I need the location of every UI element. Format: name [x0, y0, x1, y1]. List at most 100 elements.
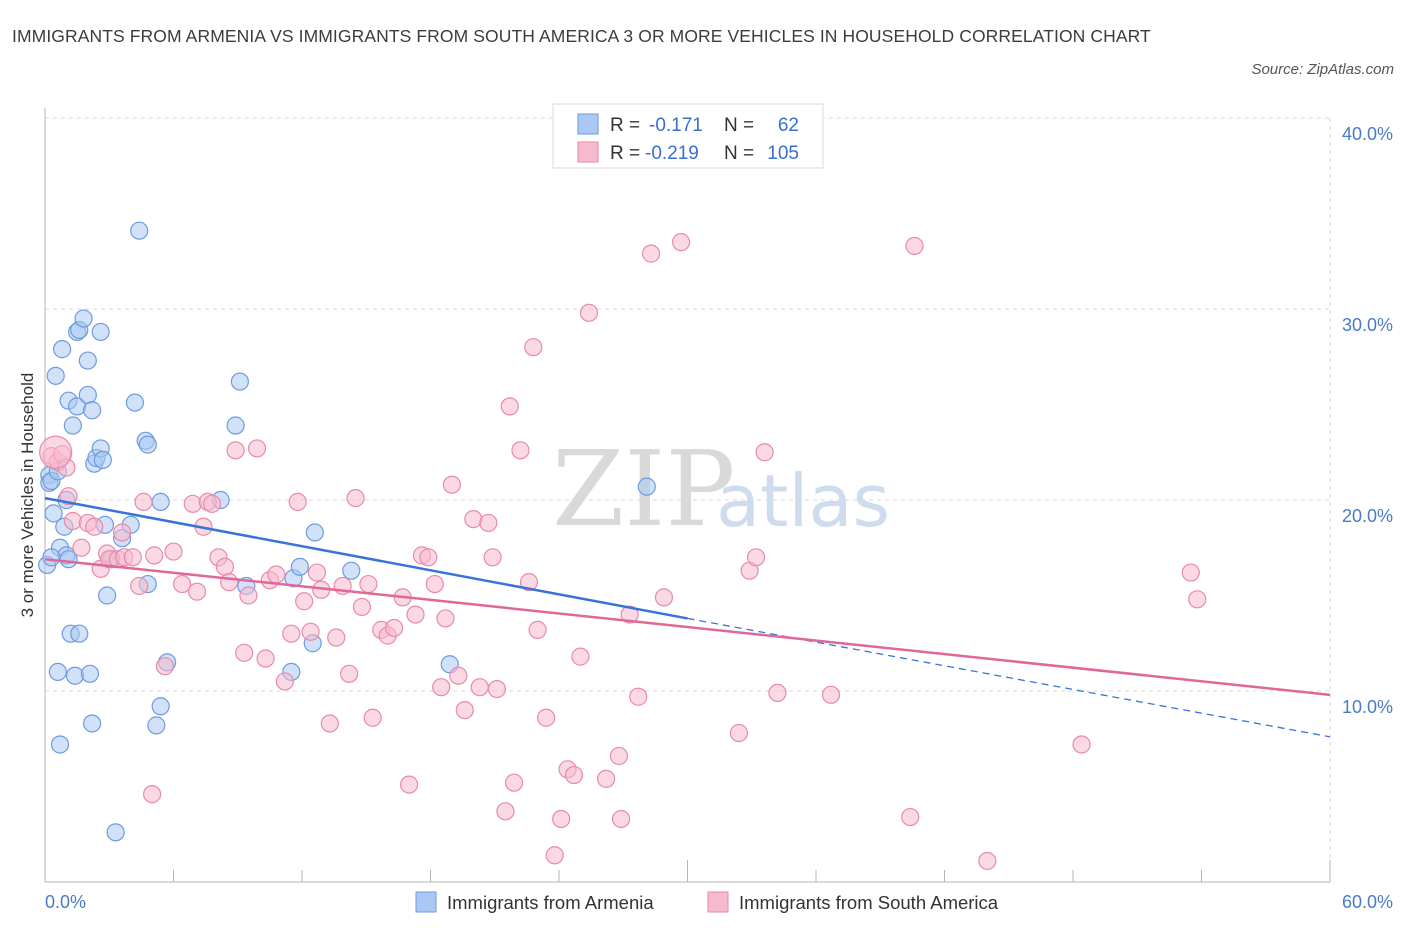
series-south-america-points [39, 233, 1207, 871]
data-point [91, 322, 110, 342]
data-point [629, 687, 648, 706]
data-point [106, 823, 125, 842]
series-legend-swatch-armenia [415, 891, 437, 913]
data-point [821, 685, 841, 704]
legend-n-label-south-america: N = [724, 143, 754, 164]
data-point [151, 492, 170, 512]
data-point [500, 397, 519, 416]
data-point [346, 488, 365, 508]
data-point [85, 517, 104, 536]
data-point [151, 697, 170, 716]
data-point [384, 618, 404, 638]
data-point [63, 416, 82, 435]
data-point [905, 236, 924, 256]
data-point [425, 574, 444, 594]
data-point [202, 494, 222, 513]
axes [44, 108, 1331, 883]
data-point [978, 851, 997, 871]
data-point [112, 523, 132, 542]
data-point [288, 492, 307, 512]
data-point-cluster [39, 435, 73, 469]
data-point [729, 723, 749, 743]
data-point [359, 574, 378, 594]
data-point [524, 338, 543, 357]
data-point [654, 588, 674, 607]
data-point [123, 548, 142, 567]
data-point [48, 662, 67, 682]
data-point [305, 523, 324, 542]
data-point [83, 401, 102, 420]
data-point [1072, 735, 1091, 754]
data-point [479, 513, 498, 533]
x-tick-labels: 0.0% 60.0% [45, 892, 1393, 912]
data-point [83, 714, 102, 733]
data-point [537, 708, 556, 727]
series-legend-label-armenia: Immigrants from Armenia [447, 892, 654, 913]
data-point [641, 244, 661, 263]
data-point [183, 494, 202, 513]
data-point [282, 624, 301, 643]
data-point [579, 303, 599, 322]
data-point [239, 586, 258, 605]
data-point [50, 735, 70, 754]
data-point [432, 678, 451, 697]
trend-lines [44, 496, 1331, 738]
data-point [172, 574, 192, 594]
data-point [247, 439, 267, 458]
data-point [70, 624, 89, 643]
data-point [597, 769, 616, 788]
data-point [147, 716, 166, 735]
data-point [130, 576, 149, 596]
y-tick-label: 10.0% [1342, 697, 1393, 717]
data-point [295, 592, 314, 611]
y-axis-label: 3 or more Vehicles in Household [18, 373, 37, 618]
data-point [612, 809, 631, 829]
data-point [327, 628, 346, 647]
chart-source: Source: ZipAtlas.com [1251, 61, 1394, 78]
data-point [63, 511, 82, 531]
legend-r-label-armenia: R = [610, 115, 640, 136]
data-point [256, 649, 275, 668]
data-point [230, 372, 249, 391]
data-point [53, 340, 72, 359]
series-legend: Immigrants from Armenia Immigrants from … [415, 891, 999, 913]
data-point [620, 605, 639, 624]
data-point [406, 605, 425, 624]
data-point [80, 664, 100, 683]
data-point [125, 393, 145, 412]
data-point [340, 664, 359, 683]
watermark-atlas: atlas [716, 459, 890, 543]
data-point [496, 802, 515, 821]
data-point [571, 647, 590, 666]
data-point [72, 538, 91, 557]
data-point [98, 586, 117, 605]
data-point [226, 416, 245, 435]
data-point [609, 746, 629, 766]
data-point [44, 504, 63, 523]
data-point [155, 657, 175, 676]
trend-line-south-america [44, 557, 1331, 697]
data-point [145, 546, 164, 565]
data-point [215, 557, 234, 576]
legend: R = -0.171 N = 62 R = -0.219 N = 105 [552, 103, 824, 169]
legend-r-value-armenia: -0.171 [649, 115, 703, 136]
data-point [134, 492, 153, 512]
data-point [564, 765, 584, 785]
legend-n-value-armenia: 62 [778, 115, 799, 136]
trend-line-armenia [44, 496, 688, 620]
data-point [301, 622, 320, 641]
y-tick-label: 20.0% [1342, 506, 1393, 526]
data-point [307, 563, 327, 582]
data-point [464, 509, 483, 529]
data-point [142, 785, 162, 804]
data-point [78, 351, 97, 370]
data-point [235, 643, 254, 662]
data-point [130, 221, 149, 240]
data-point [470, 678, 489, 697]
legend-n-label-armenia: N = [724, 115, 754, 136]
y-tick-labels: 10.0% 20.0% 30.0% 40.0% [1342, 124, 1393, 717]
data-point [755, 443, 774, 462]
data-point [528, 620, 547, 639]
data-point [552, 809, 571, 829]
